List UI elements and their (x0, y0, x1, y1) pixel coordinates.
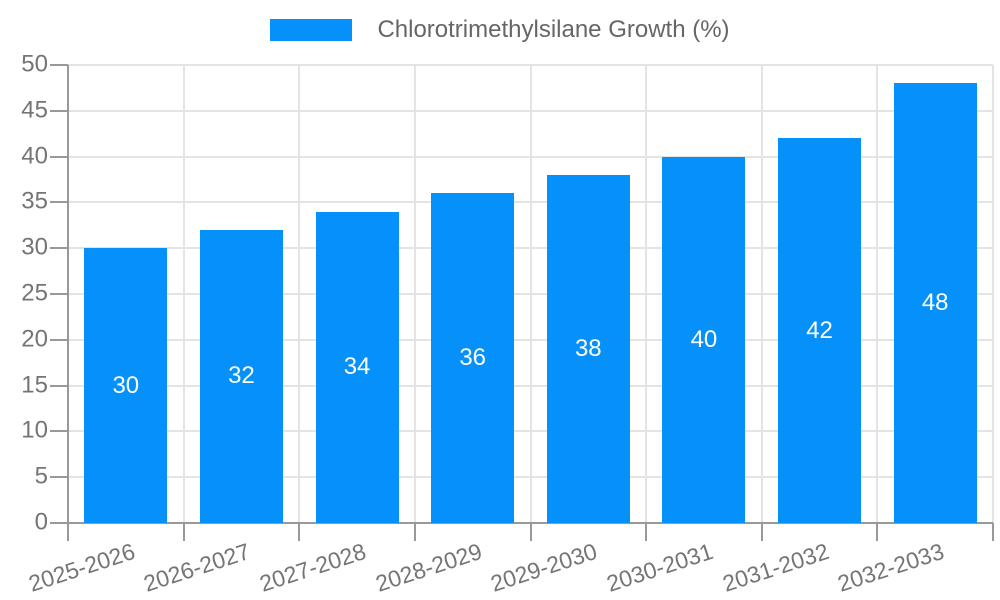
vertical-gridline (298, 65, 301, 523)
y-axis-tick-label: 50 (21, 50, 48, 78)
bar-value-label: 32 (228, 362, 255, 390)
vertical-gridline (760, 65, 763, 523)
bar[interactable] (546, 174, 630, 523)
y-axis-tick (50, 247, 68, 250)
x-axis-tick (298, 523, 301, 541)
y-axis-tick-label: 45 (21, 96, 48, 124)
bar[interactable] (315, 211, 399, 523)
x-axis-tick-label: 2027-2028 (256, 538, 370, 597)
x-axis-tick (992, 523, 994, 541)
bar[interactable] (662, 156, 746, 523)
x-axis-tick-label: 2031-2032 (718, 538, 832, 597)
y-axis-tick (50, 430, 68, 433)
y-axis-tick-label: 40 (21, 142, 48, 170)
y-axis-tick (50, 109, 68, 112)
bar-value-label: 48 (921, 289, 949, 317)
y-axis-tick-label: 0 (34, 508, 48, 536)
bar-value-label: 38 (574, 334, 602, 362)
y-axis-tick (50, 293, 68, 295)
x-axis-tick-label: 2026-2027 (140, 538, 254, 597)
y-axis-tick-label: 15 (21, 371, 48, 399)
y-axis-tick-label: 25 (21, 279, 48, 307)
bar-value-label: 34 (343, 353, 371, 381)
vertical-gridline (645, 65, 648, 523)
y-axis-tick-label: 30 (21, 233, 48, 261)
bar[interactable] (893, 83, 977, 523)
y-axis-tick (50, 64, 68, 66)
legend-label: Chlorotrimethylsilane Growth (%) (377, 16, 730, 43)
bar-value-label: 30 (112, 371, 140, 399)
bar[interactable] (778, 138, 862, 523)
y-axis-tick (50, 476, 68, 479)
y-axis-tick (50, 155, 68, 158)
bar-value-label: 36 (459, 344, 487, 372)
vertical-gridline (413, 65, 416, 523)
bar[interactable] (431, 193, 515, 523)
x-axis-tick-label: 2025-2026 (25, 538, 138, 597)
y-axis-tick-label: 35 (21, 187, 48, 215)
y-axis-tick-label: 10 (21, 416, 48, 444)
y-axis-tick (50, 522, 68, 524)
x-axis-tick-label: 2030-2031 (603, 538, 716, 597)
x-axis-tick (760, 523, 763, 541)
x-axis-line (68, 522, 993, 524)
y-axis-tick (50, 338, 68, 341)
bar-value-label: 40 (690, 325, 718, 353)
x-axis-tick (182, 523, 185, 541)
x-axis-tick (529, 523, 532, 541)
y-axis-tick-label: 5 (34, 462, 48, 490)
bar-value-label: 42 (806, 316, 833, 344)
bar[interactable] (84, 248, 168, 523)
x-axis-tick-label: 2032-2033 (834, 538, 948, 597)
vertical-gridline (529, 65, 532, 523)
x-axis-tick (413, 523, 416, 541)
y-axis-line (67, 65, 69, 541)
vertical-gridline (182, 65, 185, 523)
x-axis-tick-label: 2028-2029 (372, 538, 485, 597)
legend-swatch-icon (270, 19, 353, 41)
vertical-gridline (876, 65, 879, 523)
y-axis-tick-label: 20 (21, 325, 48, 353)
legend-item[interactable]: Chlorotrimethylsilane Growth (%) (0, 16, 1000, 44)
x-axis-tick (876, 523, 879, 541)
vertical-gridline (992, 65, 994, 523)
y-axis-tick (50, 384, 68, 387)
y-axis-tick (50, 201, 68, 204)
bar[interactable] (199, 229, 283, 523)
x-axis-tick (645, 523, 648, 541)
x-axis-tick-label: 2029-2030 (487, 538, 601, 597)
